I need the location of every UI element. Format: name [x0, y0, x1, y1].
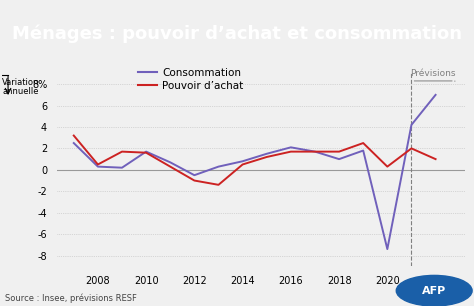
Text: annuelle: annuelle — [2, 87, 39, 96]
Legend: Consommation, Pouvoir d’achat: Consommation, Pouvoir d’achat — [138, 68, 243, 91]
Text: Variation: Variation — [2, 78, 40, 87]
Text: Source : Insee, prévisions RESF: Source : Insee, prévisions RESF — [5, 293, 137, 303]
Text: Prévisions: Prévisions — [410, 69, 456, 78]
Circle shape — [396, 275, 472, 306]
Text: Ménages : pouvoir d’achat et consommation: Ménages : pouvoir d’achat et consommatio… — [12, 24, 462, 43]
Text: AFP: AFP — [422, 286, 447, 296]
